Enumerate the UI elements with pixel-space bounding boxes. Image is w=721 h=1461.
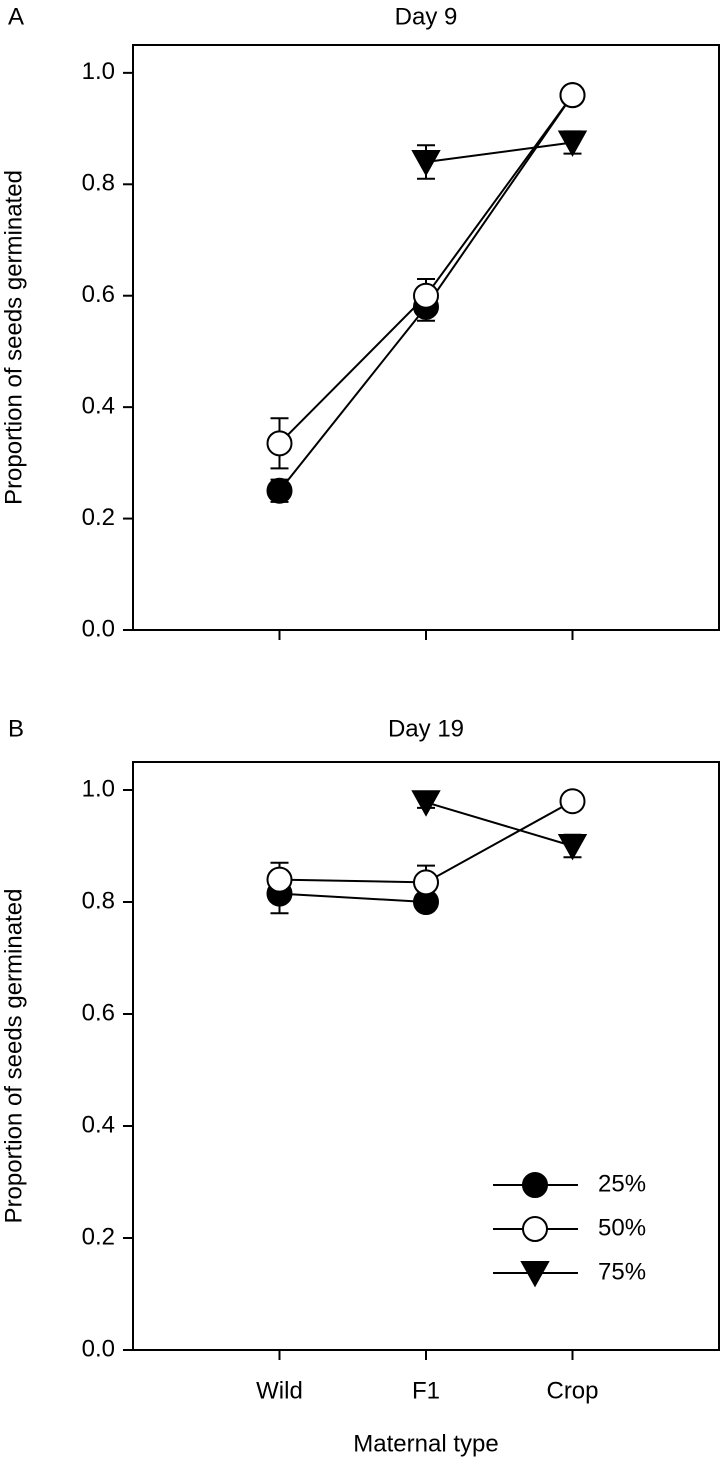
series-line (425, 801, 573, 847)
legend-marker (522, 1216, 548, 1242)
legend-label: 75% (598, 1258, 646, 1285)
series-line (279, 892, 427, 903)
y-tick-label: 0.0 (82, 1335, 115, 1362)
panel-label: B (8, 715, 24, 742)
data-point (411, 790, 441, 817)
y-tick-label: 1.0 (82, 58, 115, 85)
legend-label: 25% (598, 1170, 646, 1197)
x-tick-label: F1 (412, 1377, 440, 1404)
data-point (559, 788, 586, 815)
y-tick-label: 0.4 (82, 1111, 115, 1138)
legend-marker (520, 1260, 550, 1288)
data-point (557, 833, 588, 861)
legend-marker (522, 1172, 548, 1198)
y-axis-label: Proportion of seeds germinated (0, 889, 27, 1224)
x-tick-label: Wild (256, 1377, 303, 1404)
x-axis-label: Maternal type (353, 1430, 498, 1457)
data-point (557, 130, 588, 157)
y-tick-label: 0.2 (82, 504, 115, 531)
y-tick-label: 0.0 (82, 615, 115, 642)
chart-title: Day 9 (395, 3, 458, 30)
data-point (266, 430, 293, 457)
data-point (266, 477, 293, 504)
x-tick-label: Crop (546, 1377, 598, 1404)
chart-title: Day 19 (388, 715, 464, 742)
y-tick-label: 0.4 (82, 392, 115, 419)
panel-label: A (8, 3, 24, 30)
y-tick-label: 0.8 (82, 887, 115, 914)
y-tick-label: 0.6 (82, 281, 115, 308)
data-point (266, 866, 293, 893)
y-axis-label: Proportion of seeds germinated (0, 170, 27, 505)
y-tick-label: 0.2 (82, 1223, 115, 1250)
y-tick-label: 1.0 (82, 775, 115, 802)
data-point (413, 282, 439, 309)
plot-frame (132, 44, 720, 631)
data-point (559, 82, 586, 109)
y-tick-label: 0.6 (82, 999, 115, 1026)
y-tick-label: 0.8 (82, 170, 115, 197)
data-point (413, 869, 439, 896)
data-point (411, 149, 441, 177)
legend-label: 50% (598, 1214, 646, 1241)
series-line (425, 141, 573, 163)
